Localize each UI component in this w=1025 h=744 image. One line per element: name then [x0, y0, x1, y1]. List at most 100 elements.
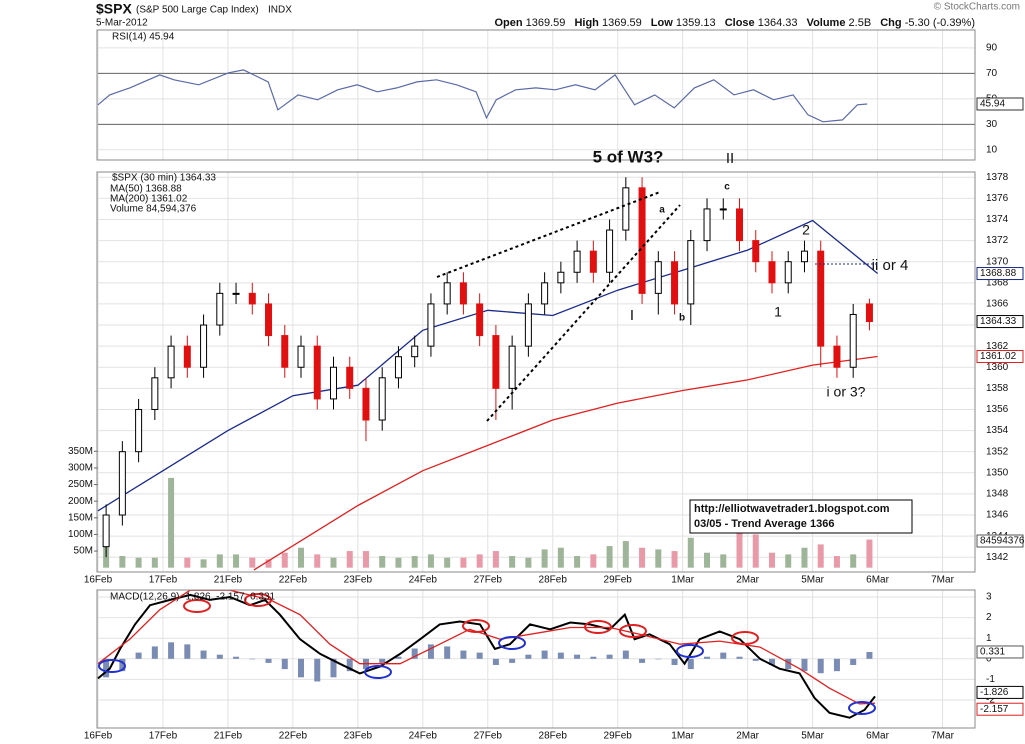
candle-body	[329, 366, 337, 400]
panel-border	[96, 29, 976, 161]
panel-border	[96, 171, 976, 573]
candle-body	[135, 408, 143, 453]
volume-bar	[151, 557, 158, 568]
histogram-bar	[768, 658, 775, 665]
histogram-bar	[298, 658, 305, 678]
histogram-bar	[785, 658, 792, 670]
x-tick-label: 27Feb	[474, 731, 503, 742]
y-tick-label: 1350	[986, 467, 1009, 478]
quote-value: 2.5B	[849, 17, 872, 29]
volume-tick-label: 200M	[68, 496, 93, 507]
info-box	[689, 499, 913, 534]
x-tick-label: 22Feb	[279, 731, 308, 742]
histogram-bar	[687, 658, 694, 670]
highlight-ellipse	[498, 636, 526, 650]
legend-entry: $SPX (30 min) 1364.33	[112, 173, 216, 184]
volume-bar	[509, 556, 516, 568]
volume-bar	[184, 557, 191, 568]
candle-body	[216, 292, 224, 326]
wave-label: a	[659, 205, 665, 216]
y-tick-label: 1	[986, 633, 992, 644]
volume-bar	[281, 552, 288, 568]
candle-body	[167, 345, 175, 379]
quote-value: 1364.33	[758, 17, 798, 29]
y-tick-label: 1346	[986, 510, 1009, 521]
candle-body	[736, 208, 744, 242]
value-box	[976, 645, 1024, 659]
candle-body	[492, 335, 500, 389]
y-tick-label: 10	[986, 144, 998, 155]
x-tick-label: 28Feb	[539, 731, 568, 742]
candle-body	[476, 303, 484, 337]
symbol: $SPX	[96, 1, 132, 17]
x-tick-label: 21Feb	[214, 731, 243, 742]
volume-tick-label: 350M	[68, 446, 93, 457]
histogram-bar	[736, 656, 743, 659]
quote-line: Open 1369.59 High 1369.59 Low 1359.13 Cl…	[494, 17, 975, 29]
candle-body	[654, 261, 662, 294]
moving-average	[253, 355, 878, 571]
histogram-bar	[557, 652, 564, 659]
volume-bar	[833, 556, 840, 568]
volume-bar	[444, 557, 451, 568]
candle-body	[719, 208, 727, 211]
histogram-bar	[330, 658, 337, 678]
histogram-bar	[216, 654, 223, 659]
panel-border	[96, 589, 976, 729]
wave-label: I	[630, 307, 634, 324]
y-tick-label: -2	[986, 695, 995, 706]
x-tick-label: 24Feb	[409, 731, 438, 742]
y-tick-label: 1362	[986, 341, 1009, 352]
histogram-bar	[184, 644, 191, 659]
candle-body	[297, 345, 305, 368]
volume-bar	[785, 554, 792, 568]
histogram-bar	[249, 658, 256, 660]
x-tick-label: 24Feb	[409, 575, 438, 586]
candle-body	[573, 250, 581, 273]
volume-bar	[606, 546, 613, 568]
y-tick-label: 1370	[986, 256, 1009, 267]
legend-entry: RSI(14) 45.94	[112, 32, 175, 43]
y-tick-label: -1	[986, 674, 995, 685]
volume-bar	[655, 549, 662, 568]
candle-body	[378, 377, 386, 421]
volume-bar	[817, 544, 824, 568]
candle-body	[784, 261, 792, 284]
histogram-bar	[444, 646, 451, 659]
date: 5-Mar-2012	[96, 18, 148, 29]
wave-label: 5 of W3?	[593, 147, 664, 166]
candle-body	[524, 303, 532, 347]
histogram-bar	[606, 654, 613, 659]
volume-bar	[752, 534, 759, 568]
volume-tick-label: 100M	[68, 529, 93, 540]
x-tick-label: 29Feb	[604, 731, 633, 742]
candle-body	[541, 282, 549, 305]
candle-body	[752, 240, 760, 263]
x-tick-label: 16Feb	[84, 575, 113, 586]
volume-tick-label: 50M	[74, 546, 93, 557]
candle-body	[151, 377, 159, 410]
x-tick-label: 29Feb	[604, 575, 633, 586]
histogram-bar	[704, 656, 711, 659]
quote-value: -5.30 (-0.39%)	[905, 17, 975, 29]
value-box	[976, 315, 1024, 329]
x-tick-label: 6Mar	[866, 575, 889, 586]
histogram-bar	[866, 651, 873, 659]
highlight-ellipse	[244, 593, 272, 607]
histogram-bar	[233, 656, 240, 659]
x-tick-label: 17Feb	[149, 575, 178, 586]
y-tick-label: 30	[986, 119, 998, 130]
histogram-bar	[509, 658, 516, 663]
volume-bar	[216, 554, 223, 568]
quote-value: 1369.59	[602, 17, 642, 29]
volume-bar	[346, 551, 353, 568]
candle-body	[232, 292, 240, 295]
y-tick-label: 1348	[986, 489, 1009, 500]
value-label: 45.94	[980, 99, 1005, 110]
value-box	[976, 267, 1024, 281]
value-label: -1.826	[980, 687, 1009, 698]
x-tick-label: 6Mar	[866, 731, 889, 742]
histogram-bar	[314, 658, 321, 682]
histogram-bar	[119, 658, 126, 672]
